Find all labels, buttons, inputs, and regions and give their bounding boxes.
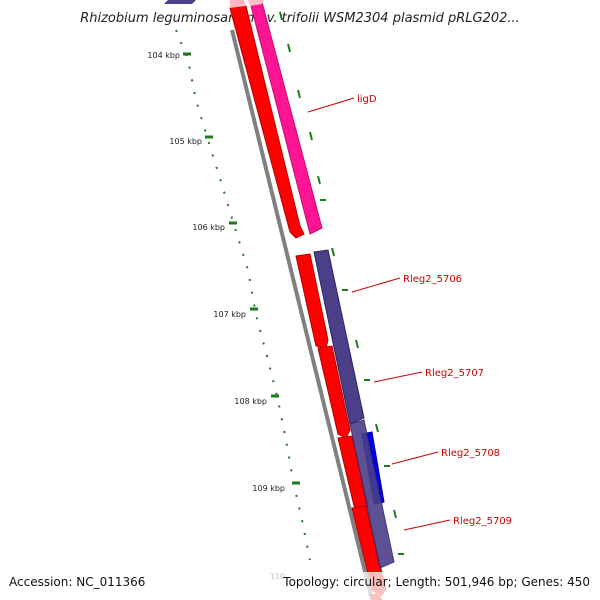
outer-ticks	[279, 11, 404, 555]
tick-label-106: 106 kbp	[192, 223, 225, 232]
gene-label-rleg2-5709: Rleg2_5709	[453, 516, 512, 527]
gene-leaders	[307, 97, 451, 531]
gc-skew-track	[175, 29, 311, 561]
gene-rleg2-5709	[349, 419, 395, 569]
gene-track	[248, 0, 395, 569]
cds-gene	[317, 345, 351, 439]
footer-backdrop	[0, 572, 600, 600]
gene-ligD-tip	[248, 0, 264, 6]
tick-label-104: 104 kbp	[147, 51, 180, 60]
tick-label-107: 107 kbp	[213, 310, 246, 319]
cds-gene	[295, 253, 329, 349]
gene-label-ligD: ligD	[357, 94, 377, 105]
feature-top-left	[164, 0, 196, 4]
topology-summary: Topology: circular; Length: 501,946 bp; …	[282, 575, 590, 589]
tick-label-105: 105 kbp	[169, 137, 202, 146]
gene-label-rleg2-5707: Rleg2_5707	[425, 368, 484, 379]
tick-label-108: 108 kbp	[234, 397, 267, 406]
gene-label-rleg2-5706: Rleg2_5706	[403, 274, 462, 285]
cds-gene	[230, 0, 246, 8]
gene-rleg2-5706	[313, 249, 365, 425]
map-title: Rhizobium leguminosarum bv. trifolii WSM…	[80, 11, 520, 26]
accession-text: Accession: NC_011366	[9, 575, 145, 589]
gene-label-rleg2-5708: Rleg2_5708	[441, 448, 500, 459]
tick-label-109: 109 kbp	[252, 484, 285, 493]
tick-marks	[183, 52, 300, 485]
cds-track	[229, 0, 387, 600]
